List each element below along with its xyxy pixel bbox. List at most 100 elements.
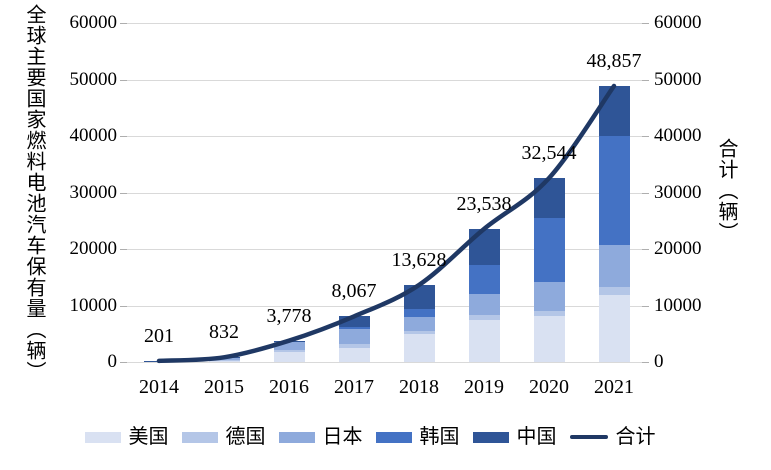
- right-tick-label: 30000: [654, 181, 702, 203]
- gridline: [127, 136, 642, 137]
- total-label: 48,857: [586, 49, 642, 72]
- right-tick-label: 20000: [654, 238, 702, 259]
- legend: 美国 德国 日本 韩国 中国 合计: [0, 424, 740, 450]
- bar-segment-美国: [273, 352, 305, 362]
- x-axis-label-2015: 2015: [204, 376, 244, 398]
- total-label: 23,538: [456, 193, 512, 215]
- legend-label: 德国: [225, 426, 266, 448]
- total-label: 3,778: [266, 304, 312, 327]
- legend-swatch-icon: [181, 431, 218, 443]
- right-tick-label: 10000: [654, 294, 702, 316]
- gridline: [127, 23, 642, 24]
- bar-segment-中国: [533, 178, 565, 219]
- bar-segment-美国: [208, 360, 240, 362]
- left-tick-mark: [120, 305, 127, 307]
- total-label: 832: [209, 321, 239, 344]
- right-tick-mark: [642, 136, 649, 137]
- bar-segment-德国: [598, 287, 630, 296]
- left-tick-label: 20000: [69, 238, 118, 259]
- x-axis-label-2017: 2017: [334, 376, 374, 398]
- bar-segment-美国: [403, 333, 435, 362]
- bar-segment-美国: [598, 295, 630, 362]
- legend-item-德国: 德国: [181, 424, 266, 450]
- legend-item-合计: 合计: [569, 424, 656, 450]
- left-tick-label: 40000: [69, 125, 118, 146]
- bar-segment-美国: [468, 319, 500, 362]
- legend-swatch-icon: [472, 431, 509, 443]
- bar-segment-德国: [468, 315, 500, 320]
- right-tick-mark: [642, 249, 649, 250]
- left-tick-mark: [120, 362, 127, 363]
- left-tick-label: 30000: [69, 181, 118, 203]
- x-axis-label-2020: 2020: [529, 376, 569, 398]
- bar-segment-德国: [208, 359, 240, 360]
- bar-segment-日本: [598, 245, 630, 288]
- x-axis-label-2019: 2019: [464, 376, 504, 398]
- legend-item-美国: 美国: [84, 424, 169, 450]
- gridline: [127, 249, 642, 250]
- legend-label: 日本: [322, 426, 363, 448]
- bar-segment-美国: [533, 315, 565, 362]
- total-label: 13,628: [391, 249, 447, 271]
- bar-segment-韩国: [533, 218, 565, 282]
- gridline: [127, 192, 642, 194]
- bar-segment-日本: [273, 341, 305, 351]
- bar-segment-日本: [403, 316, 435, 331]
- gridline: [127, 305, 642, 307]
- left-tick-mark: [120, 79, 127, 81]
- left-tick-mark: [120, 23, 127, 24]
- x-axis-label-2018: 2018: [399, 376, 439, 398]
- gridline: [127, 362, 642, 363]
- right-tick-label: 50000: [654, 68, 702, 90]
- total-label: 8,067: [331, 280, 377, 303]
- bar-segment-德国: [338, 343, 370, 348]
- legend-label: 韩国: [419, 426, 460, 448]
- right-tick-label: 0: [654, 351, 664, 372]
- x-axis-label-2014: 2014: [139, 376, 179, 398]
- gridline: [127, 79, 642, 81]
- x-axis-label-2021: 2021: [594, 376, 634, 398]
- left-tick-label: 50000: [69, 68, 118, 90]
- bar-segment-中国: [598, 85, 630, 136]
- total-label: 32,544: [521, 142, 577, 165]
- left-tick-mark: [120, 136, 127, 137]
- right-tick-mark: [642, 305, 649, 307]
- legend-swatch-icon: [84, 431, 121, 443]
- legend-item-中国: 中国: [472, 424, 557, 450]
- left-tick-mark: [120, 249, 127, 250]
- bar-segment-日本: [338, 328, 370, 344]
- plot-area: 201 832 3,778 8,067 13,628 23,538 32,544 48,857: [127, 23, 642, 364]
- legend-swatch-icon: [375, 431, 412, 443]
- legend-swatch-icon: [278, 431, 315, 443]
- left-tick-label: 10000: [69, 294, 118, 316]
- bar-segment-美国: [338, 347, 370, 362]
- bar-segment-日本: [468, 293, 500, 316]
- legend-label: 中国: [516, 426, 557, 448]
- bar-segment-中国: [338, 316, 370, 327]
- legend-label: 合计: [615, 426, 656, 448]
- bar-segment-日本: [533, 281, 565, 311]
- left-tick-mark: [120, 192, 127, 194]
- right-tick-label: 60000: [654, 12, 702, 33]
- bar-segment-德国: [273, 350, 305, 353]
- legend-item-韩国: 韩国: [375, 424, 460, 450]
- right-tick-mark: [642, 79, 649, 81]
- total-line-path: [156, 83, 617, 364]
- bar-segment-韩国: [468, 264, 500, 294]
- bar-segment-韩国: [403, 309, 435, 317]
- total-line: [156, 83, 617, 364]
- legend-item-日本: 日本: [278, 424, 363, 450]
- left-tick-label: 0: [107, 351, 118, 372]
- total-label: 201: [144, 324, 174, 347]
- left-axis-title: 全球主要国家燃料电池汽车保有量（辆）: [23, 4, 45, 382]
- right-axis-title: 合计（辆）: [715, 138, 737, 243]
- right-tick-mark: [642, 192, 649, 194]
- x-axis-label-2016: 2016: [269, 376, 309, 398]
- bar-segment-德国: [403, 330, 435, 334]
- right-tick-label: 40000: [654, 125, 702, 146]
- right-tick-mark: [642, 23, 649, 24]
- legend-line-icon: [569, 435, 608, 439]
- bar-segment-德国: [533, 310, 565, 316]
- left-tick-label: 60000: [69, 12, 118, 33]
